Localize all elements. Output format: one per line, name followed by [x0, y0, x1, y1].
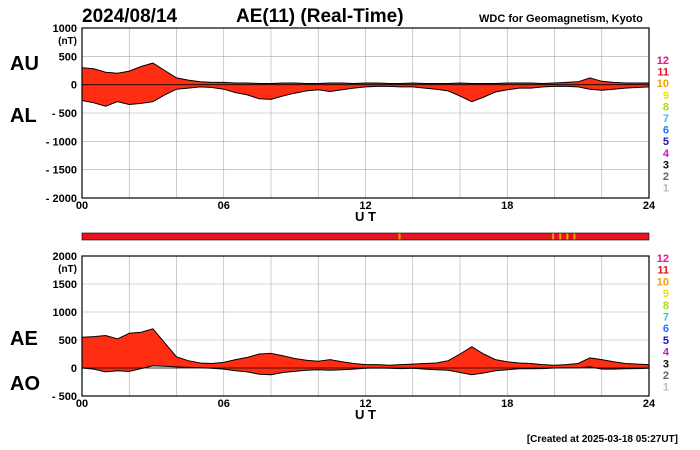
- station-count-label: 3: [663, 358, 669, 370]
- station-count-label: 11: [657, 265, 669, 277]
- x-tick-label: 18: [501, 200, 513, 212]
- plot-date: 2024/08/14: [82, 6, 178, 27]
- x-tick-label: 00: [76, 398, 88, 410]
- series-envelope-fill: [82, 328, 649, 375]
- y-tick-label: - 500: [52, 391, 77, 403]
- y-tick-label: 1500: [53, 279, 77, 291]
- x-axis-label: U T: [355, 209, 376, 224]
- x-tick-label: 24: [643, 398, 656, 410]
- station-count-label: 12: [657, 55, 669, 67]
- x-tick-label: 06: [218, 200, 230, 212]
- station-count-label: 5: [663, 335, 669, 347]
- series-line-al: [81, 85, 650, 107]
- y-tick-label: - 1500: [46, 165, 77, 177]
- coverage-gap-mark: [566, 233, 569, 240]
- station-count-label: 11: [657, 67, 669, 79]
- x-tick-label: 12: [359, 398, 371, 410]
- y-tick-label: 2000: [53, 251, 77, 263]
- x-tick-label: 24: [643, 200, 656, 212]
- station-count-label: 6: [663, 323, 669, 335]
- ae-ao-panel: 2000 1500 1000 500 0 - 500 (nT) 00 06 12 18 24 U T AE…: [10, 251, 656, 422]
- y-tick-label: - 500: [52, 108, 77, 120]
- y-axis-unit: (nT): [58, 36, 77, 47]
- series-line-au: [81, 62, 649, 85]
- station-count-label: 3: [663, 159, 669, 171]
- y-tick-label: 0: [71, 80, 77, 92]
- coverage-gap-mark: [552, 233, 555, 240]
- series-line-ae: [81, 328, 650, 366]
- station-count-label: 10: [657, 78, 669, 90]
- y-tick-label: 1000: [53, 23, 77, 35]
- y-tick-label: 500: [59, 335, 77, 347]
- x-tick-label: 12: [359, 200, 371, 212]
- station-count-label: 5: [663, 136, 669, 148]
- station-count-label: 9: [663, 288, 669, 300]
- station-count-label: 10: [657, 276, 669, 288]
- x-tick-label: 06: [218, 398, 230, 410]
- data-coverage-bar: [81, 232, 650, 241]
- index-label-al: AL: [10, 105, 37, 127]
- x-axis-label: U T: [355, 407, 376, 422]
- y-tick-label: 0: [71, 363, 77, 375]
- creation-timestamp: [Created at 2025-03-18 05:27UT]: [527, 434, 678, 445]
- station-count-label: 8: [663, 300, 669, 312]
- coverage-gap-mark: [559, 233, 562, 240]
- station-count-label: 4: [663, 347, 670, 359]
- station-count-label: 2: [663, 171, 669, 183]
- station-count-label: 1: [663, 382, 669, 394]
- station-count-label: 4: [663, 148, 670, 160]
- station-count-label: 2: [663, 370, 669, 382]
- plot-frame: [81, 27, 650, 199]
- station-count-label: 7: [663, 113, 669, 125]
- index-label-ao: AO: [10, 373, 40, 395]
- station-count-label: 8: [663, 101, 669, 113]
- station-count-label: 6: [663, 125, 669, 137]
- x-tick-label: 18: [501, 398, 513, 410]
- station-count-label: 1: [663, 183, 669, 195]
- station-count-label: 12: [657, 253, 669, 265]
- x-tick-label: 00: [76, 200, 88, 212]
- coverage-gap-mark: [398, 233, 401, 240]
- y-tick-label: - 2000: [46, 193, 77, 205]
- station-count-label: 7: [663, 312, 669, 324]
- data-source: WDC for Geomagnetism, Kyoto: [479, 13, 643, 25]
- station-count-label: 9: [663, 90, 669, 102]
- y-tick-label: - 1000: [46, 136, 77, 148]
- au-al-panel: 1000 500 0 - 500 - 1000 - 1500 - 2000 (nT) 00 06 1…: [10, 23, 656, 224]
- coverage-bar-fill: [81, 232, 650, 241]
- index-label-ae: AE: [10, 328, 38, 350]
- index-label-au: AU: [10, 53, 39, 75]
- coverage-gap-mark: [573, 233, 576, 240]
- plot-title: AE(11) (Real-Time): [236, 6, 404, 27]
- y-tick-label: 500: [59, 51, 77, 63]
- plot-frame: [81, 255, 650, 397]
- y-tick-label: 1000: [53, 307, 77, 319]
- y-axis-unit: (nT): [58, 264, 77, 275]
